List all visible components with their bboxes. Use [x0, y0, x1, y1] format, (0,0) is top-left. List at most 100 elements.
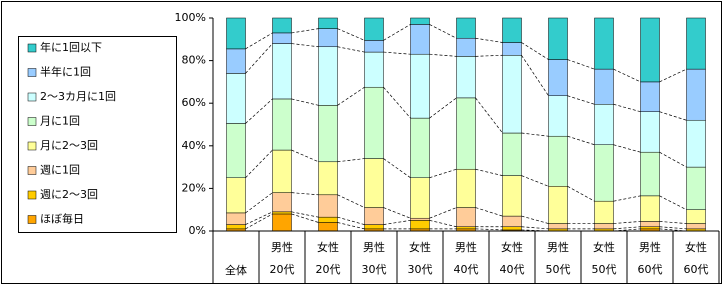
bar-segment — [318, 161, 338, 196]
bar-segment — [640, 151, 660, 197]
series-line — [245, 213, 273, 230]
legend-label: 2～3カ月に1回 — [40, 90, 116, 103]
series-line — [475, 37, 503, 43]
series-line — [659, 195, 687, 211]
series-line — [337, 86, 365, 106]
bar-segment — [272, 192, 292, 213]
bar-segment — [318, 105, 338, 163]
x-tick-label: 20代 — [316, 263, 341, 276]
series-line — [245, 43, 273, 74]
y-tick-label: 60% — [182, 96, 206, 109]
bar-segment — [640, 226, 660, 230]
bar-segment — [318, 216, 338, 223]
bar-segment — [548, 95, 568, 137]
series-line — [429, 24, 457, 39]
series-line — [245, 32, 273, 50]
bar-segment — [318, 194, 338, 218]
series-line — [475, 228, 503, 231]
bar-segment — [548, 186, 568, 224]
series-line — [659, 151, 687, 168]
legend-label: 月に2～3回 — [40, 139, 98, 152]
bar-segment — [686, 166, 706, 210]
x-tick-label: 男性 — [547, 240, 569, 254]
bar-segment — [364, 207, 384, 225]
bar-segment — [272, 149, 292, 193]
bar-segment — [318, 28, 338, 48]
bar-segment — [594, 200, 614, 224]
bar-segment — [364, 40, 384, 53]
bar-segment — [640, 17, 660, 83]
bar-segment — [502, 226, 522, 231]
legend-label: 週に2～3回 — [40, 188, 98, 201]
bar-segment — [410, 117, 430, 178]
x-tick-label: 男性 — [639, 240, 661, 254]
bar-segment — [686, 223, 706, 230]
x-tick-label: 男性 — [455, 240, 477, 254]
x-tick-label: 女性 — [501, 240, 523, 254]
series-line — [383, 51, 411, 55]
series-line — [659, 221, 687, 224]
x-tick-label: 30代 — [362, 263, 387, 276]
x-tick-label: 50代 — [592, 263, 617, 276]
bar-segment — [594, 104, 614, 145]
x-tick-label: 全体 — [225, 263, 247, 277]
bar-segment — [594, 223, 614, 230]
bar-segment — [226, 48, 246, 74]
x-tick-label: 女性 — [317, 240, 339, 254]
bar-segment — [272, 211, 292, 215]
series-line — [429, 53, 457, 57]
bar-segment — [226, 177, 246, 214]
bar-segment — [502, 132, 522, 176]
bar-segment — [272, 32, 292, 44]
series-line — [245, 149, 273, 178]
series-line — [521, 226, 549, 230]
x-tick-label: 男性 — [271, 240, 293, 254]
series-line — [613, 221, 641, 224]
series-line — [567, 185, 595, 202]
bar-segment — [548, 17, 568, 60]
y-tick-label: 0% — [189, 224, 206, 237]
series-line — [475, 54, 503, 57]
bar-segment — [364, 224, 384, 230]
bar-segment — [686, 119, 706, 168]
x-tick-label: 男性 — [363, 240, 385, 254]
y-tick-label: 20% — [182, 181, 206, 194]
x-tick-label: 60代 — [684, 263, 709, 276]
x-tick-label: 女性 — [593, 240, 615, 254]
bar-segment — [226, 17, 246, 50]
legend-swatch — [27, 190, 37, 200]
bar-segment — [548, 135, 568, 187]
bar-segment — [594, 17, 614, 70]
y-tick-label: 80% — [182, 54, 206, 67]
bar-segment — [502, 175, 522, 217]
bar-segment — [686, 17, 706, 70]
bar-segment — [226, 224, 246, 230]
series-line — [659, 226, 687, 230]
bar-segment — [410, 53, 430, 119]
bar-segment — [364, 86, 384, 159]
series-line — [521, 132, 549, 137]
bar-segment — [410, 24, 430, 55]
bar-segment — [318, 222, 338, 232]
x-tick-label: 女性 — [409, 240, 431, 254]
bar-segment — [502, 55, 522, 134]
bar-segment — [272, 43, 292, 100]
bar-segment — [456, 97, 476, 170]
bar-segment — [456, 207, 476, 227]
legend-swatch — [27, 141, 37, 151]
series-line — [521, 42, 549, 60]
bar-segment — [456, 37, 476, 57]
series-line — [245, 98, 273, 124]
bar-segment — [318, 46, 338, 106]
bar-segment — [226, 73, 246, 124]
bar-segment — [456, 17, 476, 39]
series-line — [613, 226, 641, 230]
bar-segment — [364, 17, 384, 41]
legend-label: 週に1回 — [40, 164, 80, 177]
x-tick-label: 20代 — [270, 263, 295, 276]
bar-segment — [640, 81, 660, 112]
series-line — [521, 55, 549, 96]
bar-segment — [502, 215, 522, 227]
legend-label: 半年に1回 — [40, 65, 91, 79]
